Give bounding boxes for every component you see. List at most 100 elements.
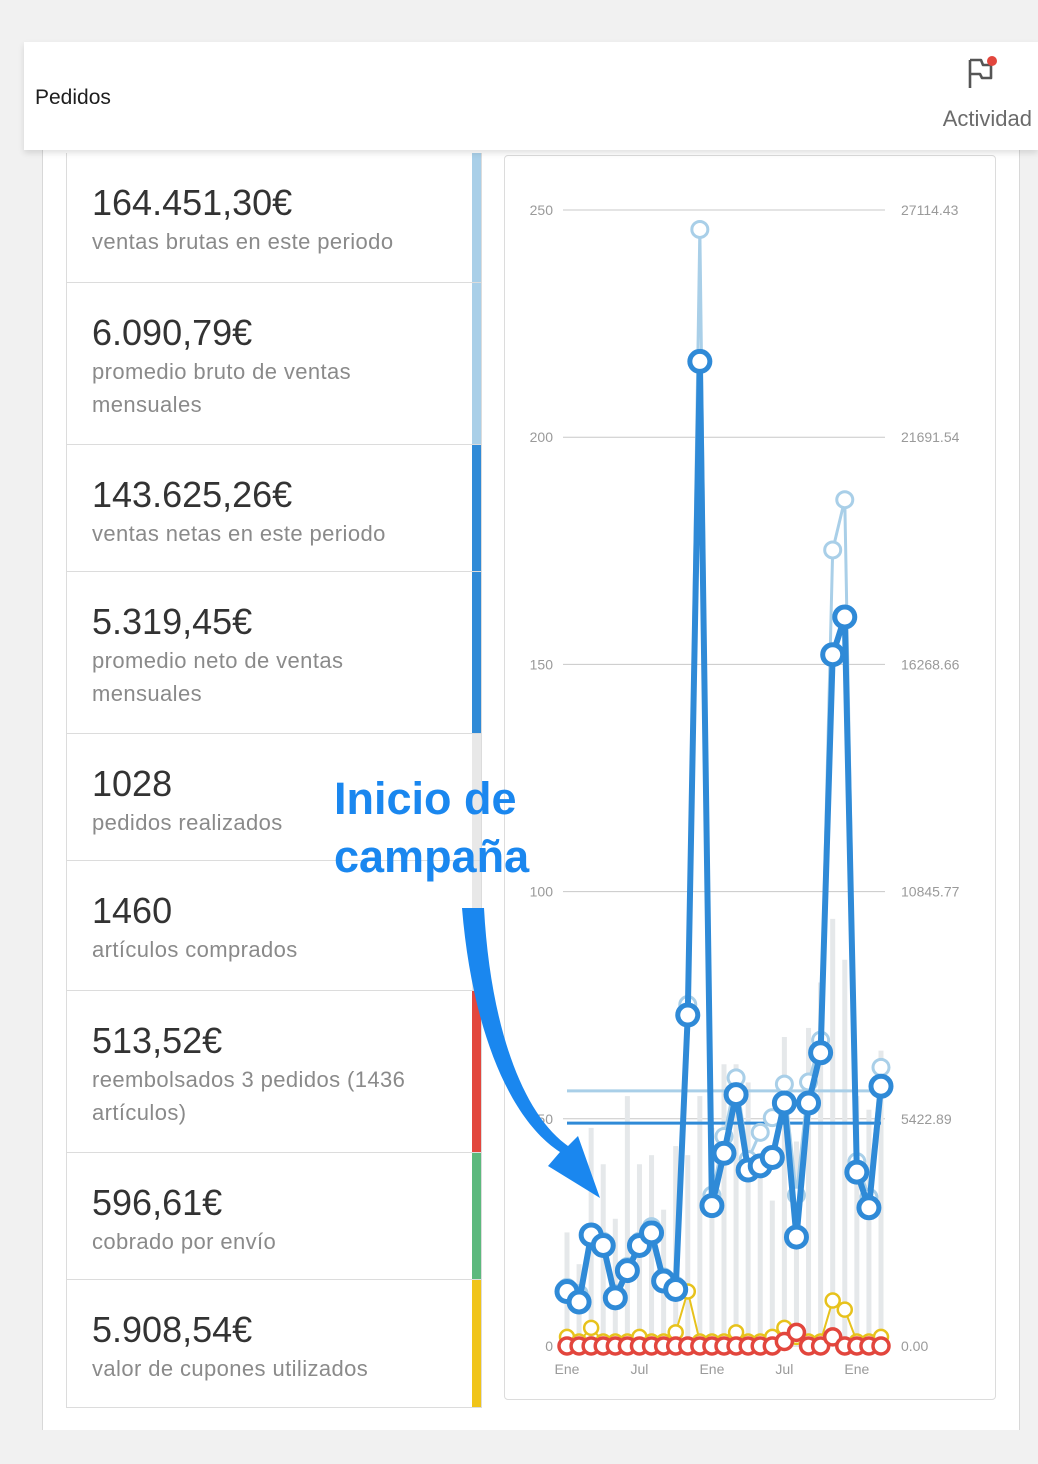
gross-sales-point bbox=[750, 1122, 770, 1142]
stat-label: promedio neto de ventas mensuales bbox=[92, 648, 344, 706]
x-axis-tick: Ene bbox=[555, 1361, 580, 1377]
net-sales-point bbox=[832, 604, 858, 630]
right-axis-tick: 27114.43 bbox=[901, 202, 959, 218]
item-bar bbox=[854, 1096, 860, 1346]
stat-item: 5.319,45€ promedio neto de ventas mensual… bbox=[67, 572, 481, 734]
stat-color-bar bbox=[472, 1153, 481, 1279]
left-axis-tick: 250 bbox=[530, 202, 554, 218]
stat-value: 596,61€ bbox=[92, 1182, 223, 1223]
stat-color-bar bbox=[472, 1280, 481, 1407]
gross-sales-point bbox=[871, 1057, 891, 1077]
net-sales-point bbox=[699, 1193, 725, 1219]
left-axis-tick: 0 bbox=[545, 1338, 553, 1354]
net-sales-point bbox=[675, 1002, 701, 1028]
item-bar bbox=[781, 1037, 787, 1346]
stat-color-bar bbox=[472, 572, 481, 733]
item-bar bbox=[769, 1200, 775, 1346]
net-sales-point bbox=[796, 1090, 822, 1116]
refunds-point bbox=[786, 1322, 807, 1343]
net-sales-point bbox=[663, 1276, 689, 1302]
activity-label: Actividad bbox=[942, 106, 1032, 131]
item-bar bbox=[878, 1050, 884, 1346]
item-bar bbox=[818, 982, 824, 1346]
left-axis-tick: 150 bbox=[530, 656, 554, 672]
annotation-text: Inicio de campaña bbox=[334, 770, 529, 886]
annotation-arrow-icon bbox=[462, 908, 600, 1198]
net-sales-point bbox=[639, 1220, 665, 1246]
item-bar bbox=[624, 1096, 630, 1346]
net-sales-point bbox=[759, 1144, 785, 1170]
net-sales-point bbox=[590, 1232, 616, 1258]
sales-chart: 0501001502002500.005422.8910845.7716268.… bbox=[530, 202, 960, 1377]
annotation-line-1: Inicio de bbox=[334, 773, 517, 824]
chart-panel: 0 50 100 150 200 250 0.00 5422.89 10845.77 16268.… bbox=[504, 155, 996, 1400]
right-axis-tick: 0.00 bbox=[901, 1338, 928, 1354]
left-axis-tick: 100 bbox=[530, 884, 554, 900]
net-sales-point bbox=[783, 1224, 809, 1250]
stat-value: 5.908,54€ bbox=[92, 1309, 253, 1350]
stat-item: 6.090,79€ promedio bruto de ventas mensua… bbox=[67, 283, 481, 445]
gross-sales-point bbox=[835, 490, 855, 510]
net-sales-point bbox=[820, 642, 846, 668]
right-axis-tick: 16268.66 bbox=[901, 656, 960, 672]
net-sales-point bbox=[602, 1285, 628, 1311]
item-bar bbox=[866, 1109, 872, 1346]
stat-label: valor de cupones utilizados bbox=[92, 1356, 369, 1381]
net-sales-point bbox=[808, 1040, 834, 1066]
item-bar bbox=[612, 1218, 618, 1346]
item-bar bbox=[830, 918, 836, 1346]
item-bar bbox=[649, 1155, 655, 1346]
orders-point bbox=[582, 1319, 600, 1337]
stat-item: 5.908,54€ valor de cupones utilizados bbox=[67, 1280, 481, 1408]
stat-label: ventas netas en este periodo bbox=[92, 521, 386, 546]
x-axis-tick: Jul bbox=[631, 1361, 649, 1377]
item-bar bbox=[842, 959, 848, 1346]
right-axis-tick: 5422.89 bbox=[901, 1111, 952, 1127]
stat-color-bar bbox=[472, 445, 481, 571]
stat-value: 1460 bbox=[92, 890, 173, 931]
stat-value: 164.451,30€ bbox=[92, 182, 293, 223]
stat-color-bar bbox=[472, 734, 481, 860]
stat-label: promedio bruto de ventas mensuales bbox=[92, 359, 352, 417]
x-axis-tick: Ene bbox=[844, 1361, 869, 1377]
notification-dot bbox=[987, 56, 997, 66]
net-sales-point bbox=[687, 348, 713, 374]
stat-item: 513,52€ reembolsados 3 pedidos (1436 artí… bbox=[67, 991, 481, 1153]
stat-color-bar bbox=[472, 991, 481, 1152]
orders-point bbox=[836, 1301, 854, 1318]
flag-icon bbox=[968, 56, 997, 88]
net-sales-point bbox=[723, 1082, 749, 1108]
stat-color-bar bbox=[472, 283, 481, 444]
stat-label: ventas brutas en este periodo bbox=[92, 229, 394, 254]
stat-item: 596,61€ cobrado por envío bbox=[67, 1153, 481, 1280]
item-bar bbox=[685, 1155, 691, 1346]
stat-label: reembolsados 3 pedidos (1436 artículos) bbox=[92, 1067, 406, 1125]
stat-item: 164.451,30€ ventas brutas en este periodo bbox=[67, 153, 481, 283]
item-bar bbox=[806, 1027, 812, 1346]
gross-sales-point bbox=[774, 1074, 794, 1094]
gross-sales-point bbox=[690, 219, 710, 239]
stat-item: 143.625,26€ ventas netas en este periodo bbox=[67, 445, 481, 572]
activity-button[interactable]: Actividad bbox=[922, 56, 1032, 136]
stat-label: pedidos realizados bbox=[92, 810, 283, 835]
annotation-line-2: campaña bbox=[334, 831, 530, 882]
x-axis-tick: Jul bbox=[775, 1361, 793, 1377]
item-bar bbox=[757, 1155, 763, 1346]
item-bar bbox=[709, 1127, 715, 1346]
net-sales-point bbox=[844, 1159, 870, 1185]
stat-value: 1028 bbox=[92, 763, 173, 804]
net-sales-point bbox=[566, 1289, 592, 1315]
orders-point bbox=[824, 1292, 841, 1309]
stat-value: 6.090,79€ bbox=[92, 312, 253, 353]
stat-color-bar bbox=[472, 153, 481, 282]
net-sales-point bbox=[771, 1090, 797, 1116]
stat-value: 513,52€ bbox=[92, 1020, 223, 1061]
right-axis-tick: 10845.77 bbox=[901, 884, 960, 900]
item-bar bbox=[697, 1096, 703, 1346]
net-sales-point bbox=[856, 1195, 882, 1221]
stats-list: 164.451,30€ ventas brutas en este periodo… bbox=[66, 153, 482, 1408]
x-axis-tick: Ene bbox=[699, 1361, 724, 1377]
net-sales-point bbox=[614, 1258, 640, 1284]
stat-label: cobrado por envío bbox=[92, 1229, 277, 1254]
item-bar bbox=[745, 1082, 751, 1346]
